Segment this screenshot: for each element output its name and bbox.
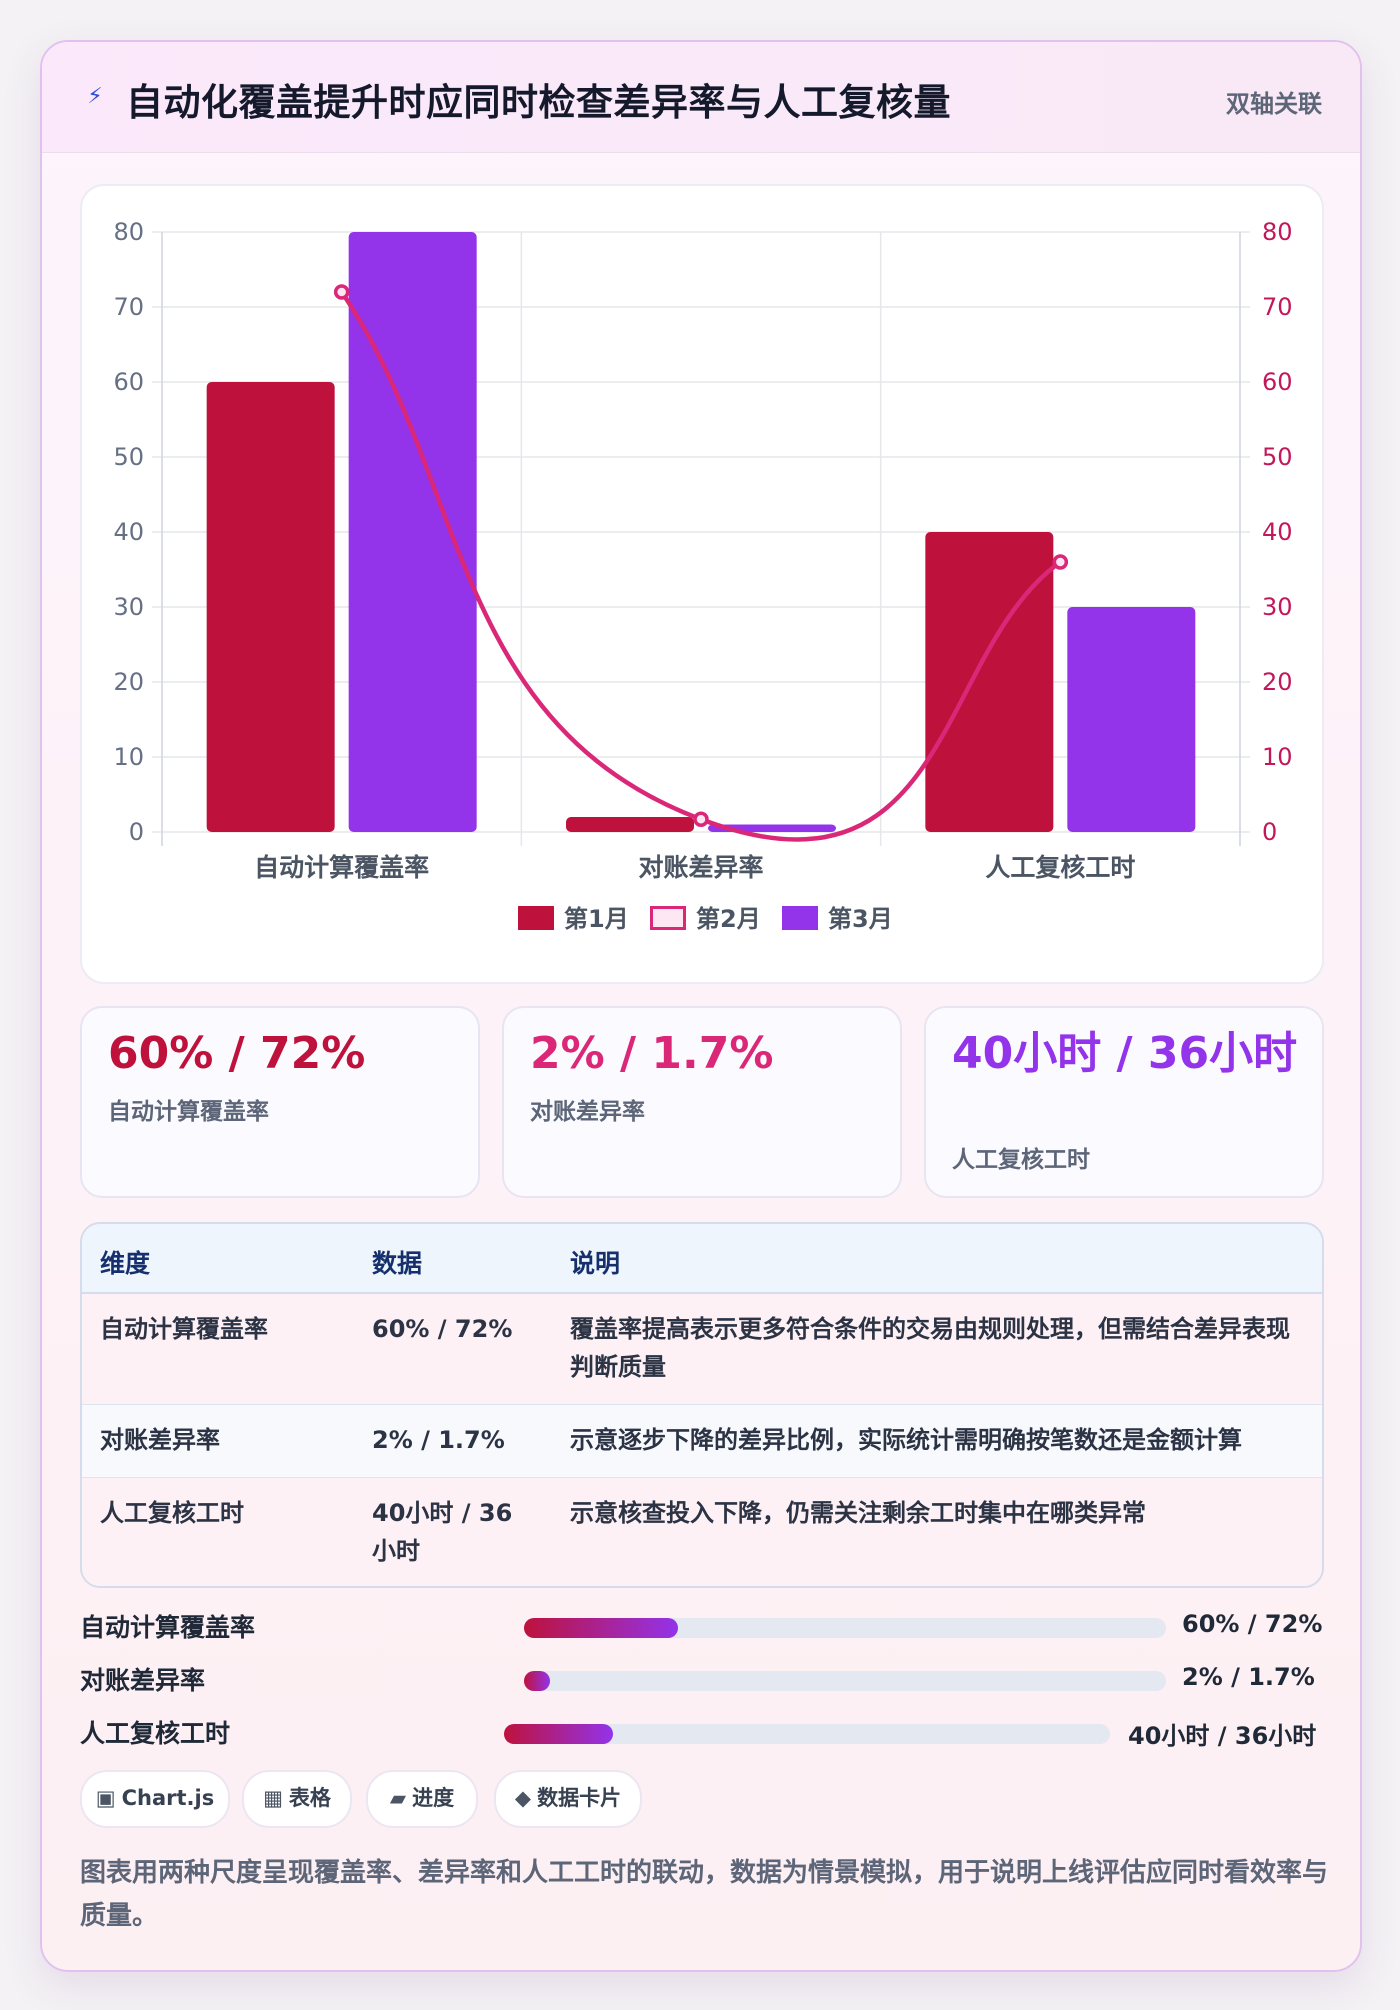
chip-label: 数据卡片 <box>537 1786 622 1810</box>
line-point <box>693 811 709 827</box>
y-tick-label: 80 <box>113 218 144 246</box>
table-row: 人工复核工时 40小时 / 36小时 示意核查投入下降，仍需关注剩余工时集中在哪… <box>82 1478 1322 1586</box>
table-cell-description: 示意核查投入下降，仍需关注剩余工时集中在哪类异常 <box>570 1499 1146 1527</box>
progress-value: 60% / 72% <box>1182 1610 1323 1638</box>
stat-card-coverage: 60% / 72% 自动计算覆盖率 <box>80 1006 480 1198</box>
y-tick-label: 0 <box>129 818 144 846</box>
x-tick-label: 对账差异率 <box>638 853 763 882</box>
main-card: ⚡ 自动化覆盖提升时应同时检查差异率与人工复核量 双轴关联 0 0 10 10 20 20… <box>40 40 1362 1972</box>
legend-label: 第3月 <box>828 905 893 933</box>
table-header: 维度 数据 说明 <box>82 1224 1322 1294</box>
chip-table[interactable]: ▦ 表格 <box>242 1770 352 1828</box>
y2-tick-label: 20 <box>1262 668 1293 696</box>
stat-card-diff-rate: 2% / 1.7% 对账差异率 <box>502 1006 902 1198</box>
legend-label: 第1月 <box>564 905 629 933</box>
table-row: 对账差异率 2% / 1.7% 示意逐步下降的差异比例，实际统计需明确按笔数还是… <box>82 1405 1322 1478</box>
progress-value: 2% / 1.7% <box>1182 1663 1315 1691</box>
progress-fill <box>524 1671 550 1691</box>
line-point <box>333 284 350 300</box>
y2-tick-label: 70 <box>1262 293 1293 321</box>
chip-label: 表格 <box>288 1786 331 1810</box>
bar <box>925 532 1054 832</box>
chip-chartjs[interactable]: ▣ Chart.js <box>80 1770 230 1828</box>
table-icon: ▦ <box>263 1786 283 1810</box>
y2-tick-label: 10 <box>1262 743 1293 771</box>
card-icon: ◆ <box>514 1786 532 1810</box>
table-cell-data: 40小时 / 36小时 <box>372 1499 513 1565</box>
y2-tick-label: 40 <box>1262 518 1293 546</box>
y2-tick-label: 0 <box>1262 818 1277 846</box>
combo-chart: 0 0 10 10 20 20 30 30 40 40 50 50 60 60 70 70 80 80 自动计算覆盖… <box>113 218 1293 933</box>
progress-fill <box>504 1724 614 1744</box>
stat-label: 自动计算覆盖率 <box>108 1099 269 1125</box>
progress-label: 对账差异率 <box>80 1666 206 1695</box>
x-tick-label: 人工复核工时 <box>985 853 1135 882</box>
table-cell-data: 60% / 72% <box>372 1315 513 1343</box>
chip-data-card[interactable]: ◆ 数据卡片 <box>494 1770 642 1828</box>
y-tick-label: 60 <box>113 368 144 396</box>
chart-panel: 0 0 10 10 20 20 30 30 40 40 50 50 60 60 70 70 80 80 自动计算覆盖… <box>80 184 1324 984</box>
bar <box>206 382 335 832</box>
data-table: 维度 数据 说明 自动计算覆盖率 60% / 72% 覆盖率提高表示更多符合条件… <box>80 1222 1324 1588</box>
table-cell-dimension: 对账差异率 <box>100 1426 220 1454</box>
y2-tick-label: 30 <box>1262 593 1293 621</box>
y-tick-label: 10 <box>113 743 144 771</box>
stat-label: 人工复核工时 <box>952 1147 1090 1173</box>
progress-track-diff-rate <box>524 1671 1166 1691</box>
chip-progress[interactable]: ▰ 进度 <box>366 1770 478 1828</box>
progress-label: 人工复核工时 <box>80 1719 231 1748</box>
table-header-data: 数据 <box>372 1249 423 1278</box>
bar <box>348 232 477 832</box>
bolt-icon: ⚡ <box>87 84 103 109</box>
y-tick-label: 50 <box>113 443 144 471</box>
table-cell-description: 覆盖率提高表示更多符合条件的交易由规则处理，但需结合差异表现判断质量 <box>570 1315 1290 1381</box>
chip-label: 进度 <box>412 1786 455 1810</box>
y2-tick-label: 80 <box>1262 218 1293 246</box>
y-tick-label: 30 <box>113 593 144 621</box>
table-cell-data: 2% / 1.7% <box>372 1426 505 1454</box>
y-tick-label: 70 <box>113 293 144 321</box>
stat-card-review-hours: 40小时 / 36小时 人工复核工时 <box>924 1006 1324 1198</box>
stat-value: 2% / 1.7% <box>530 1028 774 1079</box>
bar <box>1067 607 1196 832</box>
y2-tick-label: 50 <box>1262 443 1293 471</box>
legend-swatch <box>782 906 818 930</box>
y-tick-label: 40 <box>113 518 144 546</box>
stat-value: 60% / 72% <box>108 1028 366 1079</box>
stat-value: 40小时 / 36小时 <box>952 1028 1298 1079</box>
line-point <box>1052 554 1069 570</box>
table-header-description: 说明 <box>570 1249 621 1278</box>
y2-tick-label: 60 <box>1262 368 1293 396</box>
table-cell-dimension: 自动计算覆盖率 <box>100 1315 268 1343</box>
footnote: 图表用两种尺度呈现覆盖率、差异率和人工工时的联动，数据为情景模拟，用于说明上线评… <box>80 1858 1329 1931</box>
progress-track-coverage <box>524 1618 1166 1638</box>
x-tick-label: 自动计算覆盖率 <box>254 853 429 882</box>
chip-label: Chart.js <box>121 1786 215 1810</box>
legend-label: 第2月 <box>696 905 761 933</box>
legend-swatch <box>650 906 686 930</box>
progress-value: 40小时 / 36小时 <box>1128 1722 1317 1750</box>
stat-label: 对账差异率 <box>530 1099 645 1125</box>
page-title: 自动化覆盖提升时应同时检查差异率与人工复核量 <box>126 81 951 124</box>
bar <box>566 817 694 832</box>
table-cell-dimension: 人工复核工时 <box>100 1499 244 1527</box>
progress-track-review-hours <box>504 1724 1110 1744</box>
y-tick-label: 20 <box>113 668 144 696</box>
table-header-dimension: 维度 <box>100 1249 151 1278</box>
table-cell-description: 示意逐步下降的差异比例，实际统计需明确按笔数还是金额计算 <box>570 1426 1242 1454</box>
progress-fill <box>524 1618 679 1638</box>
table-row: 自动计算覆盖率 60% / 72% 覆盖率提高表示更多符合条件的交易由规则处理，… <box>82 1294 1322 1405</box>
dual-axis-badge: 双轴关联 <box>1226 90 1322 118</box>
legend-swatch <box>518 906 554 930</box>
progress-icon: ▰ <box>389 1786 407 1810</box>
card-header: ⚡ 自动化覆盖提升时应同时检查差异率与人工复核量 双轴关联 <box>42 42 1360 153</box>
progress-label: 自动计算覆盖率 <box>80 1613 256 1642</box>
chart-icon: ▣ <box>95 1786 116 1810</box>
